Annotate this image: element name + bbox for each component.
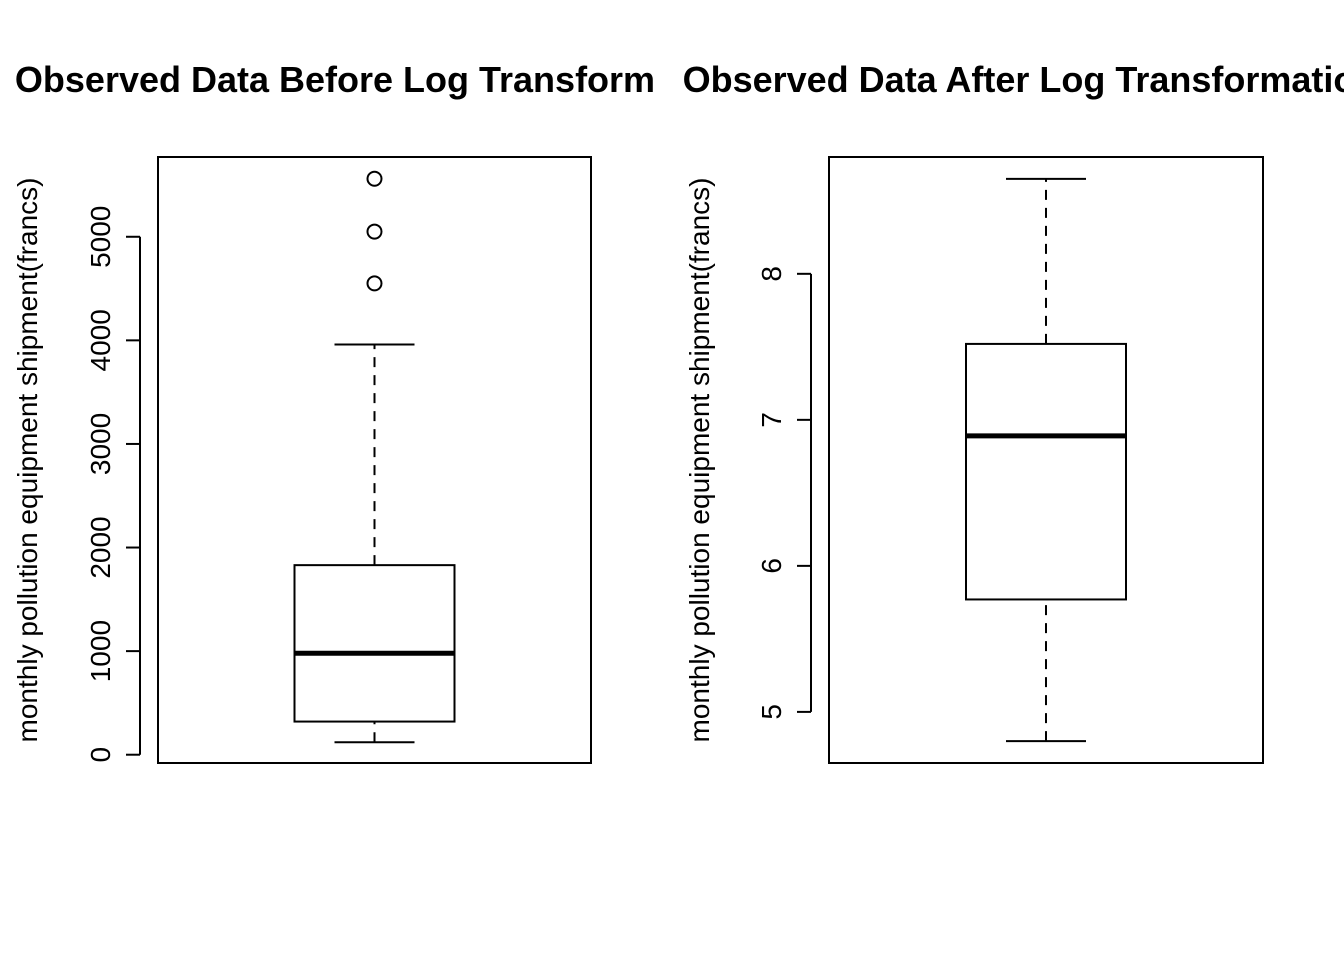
plot-frame-before: [157, 156, 592, 764]
y-axis-after: 5 6 7 8: [756, 266, 812, 720]
y-tick-label-after: 6: [756, 558, 787, 574]
y-tick-label-after: 8: [756, 266, 787, 282]
chart-title-before: Observed Data Before Log Transform: [15, 59, 655, 100]
y-tick-label-after: 5: [756, 704, 787, 720]
y-tick-label-after: 7: [756, 412, 787, 428]
boxplot-after: [965, 177, 1127, 743]
y-tick-label-before: 1000: [85, 620, 116, 682]
iqr-box-before: [293, 564, 456, 723]
y-axis-label-before: monthly pollution equipment shipment(fra…: [12, 178, 43, 743]
y-tick-label-before: 5000: [85, 206, 116, 268]
outlier-point-before: [366, 275, 383, 292]
plot-frame-after: [828, 156, 1264, 764]
y-tick-label-before: 4000: [85, 309, 116, 371]
panel-before-log: Observed Data Before Log Transform month…: [12, 59, 655, 764]
y-axis-before: 0 1000 2000 3000 4000 5000: [85, 206, 141, 763]
y-tick-label-before: 0: [85, 747, 116, 763]
y-tick-label-before: 3000: [85, 413, 116, 475]
outlier-point-before: [366, 170, 383, 187]
y-tick-label-before: 2000: [85, 516, 116, 578]
iqr-box-after: [965, 342, 1127, 601]
outlier-point-before: [366, 223, 383, 240]
chart-title-after: Observed Data After Log Transformation: [683, 59, 1344, 100]
panel-after-log: Observed Data After Log Transformation m…: [683, 59, 1344, 764]
boxplot-before: [293, 170, 456, 744]
y-axis-label-after: monthly pollution equipment shipment(fra…: [684, 178, 715, 743]
